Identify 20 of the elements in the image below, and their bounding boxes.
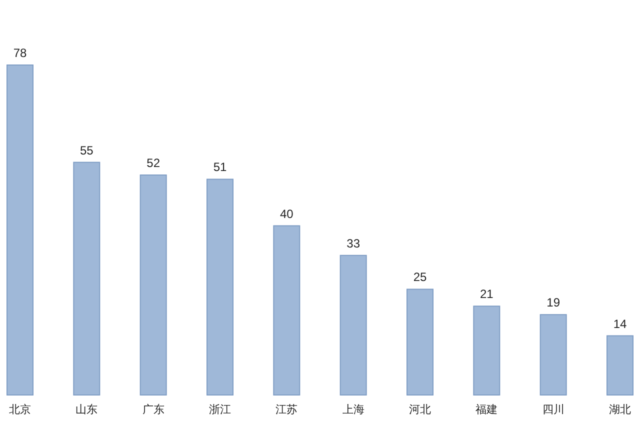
x-tick-label: 上海 bbox=[342, 403, 364, 416]
x-tick-label: 四川 bbox=[542, 403, 564, 416]
x-tick-label: 浙江 bbox=[209, 403, 231, 416]
data-label: 25 bbox=[413, 270, 427, 284]
x-tick-label: 江苏 bbox=[276, 403, 298, 416]
data-label: 78 bbox=[13, 46, 27, 60]
data-label: 33 bbox=[346, 236, 360, 250]
data-label: 52 bbox=[146, 156, 160, 170]
x-tick-label: 福建 bbox=[476, 403, 498, 416]
data-label: 55 bbox=[80, 143, 94, 158]
x-tick-label: 湖北 bbox=[609, 403, 631, 416]
data-label: 51 bbox=[213, 160, 227, 174]
data-label: 14 bbox=[613, 316, 627, 331]
data-label: 40 bbox=[280, 206, 294, 221]
x-tick-label: 广东 bbox=[142, 403, 164, 416]
x-tick-label: 北京 bbox=[9, 403, 31, 416]
x-tick-label: 河北 bbox=[409, 403, 431, 416]
data-label: 19 bbox=[546, 296, 560, 310]
data-label: 21 bbox=[480, 287, 494, 302]
x-tick-label: 山东 bbox=[76, 403, 98, 416]
